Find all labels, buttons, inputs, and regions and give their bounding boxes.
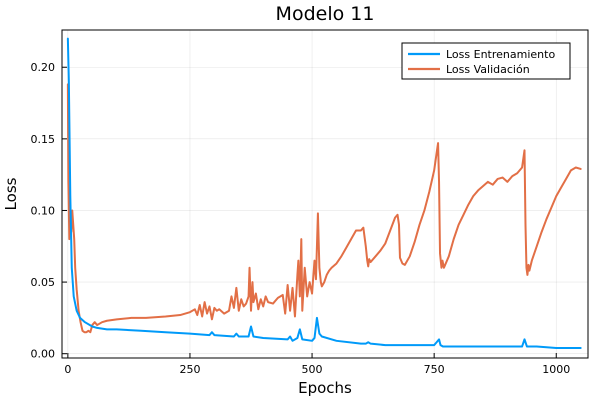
legend: Loss Entrenamiento Loss Validación bbox=[401, 42, 571, 80]
tick-layer: 0 250 500 750 1000 0.00 0.05 0.10 0.15 0.20 bbox=[31, 61, 571, 376]
x-axis-label: Epochs bbox=[298, 379, 352, 397]
chart-title: Modelo 11 bbox=[276, 3, 375, 25]
legend-label-val: Loss Validación bbox=[446, 63, 530, 76]
y-tick-label: 0.20 bbox=[31, 61, 56, 74]
x-tick-label: 750 bbox=[424, 363, 445, 376]
legend-label-train: Loss Entrenamiento bbox=[446, 48, 555, 61]
x-tick-label: 0 bbox=[64, 363, 71, 376]
y-axis-label: Loss bbox=[2, 177, 20, 210]
y-tick-label: 0.15 bbox=[31, 133, 56, 146]
x-tick-label: 1000 bbox=[542, 363, 570, 376]
x-tick-label: 250 bbox=[179, 363, 200, 376]
plot-frame bbox=[61, 29, 589, 359]
x-tick-label: 500 bbox=[302, 363, 323, 376]
series-line-loss-entrenamiento bbox=[66, 37, 582, 349]
series-layer bbox=[66, 37, 582, 349]
y-tick-label: 0.00 bbox=[31, 348, 56, 361]
legend-box bbox=[401, 42, 571, 80]
y-tick-label: 0.05 bbox=[31, 276, 56, 289]
y-tick-label: 0.10 bbox=[31, 204, 56, 217]
series-line-loss-validacion bbox=[66, 83, 582, 334]
